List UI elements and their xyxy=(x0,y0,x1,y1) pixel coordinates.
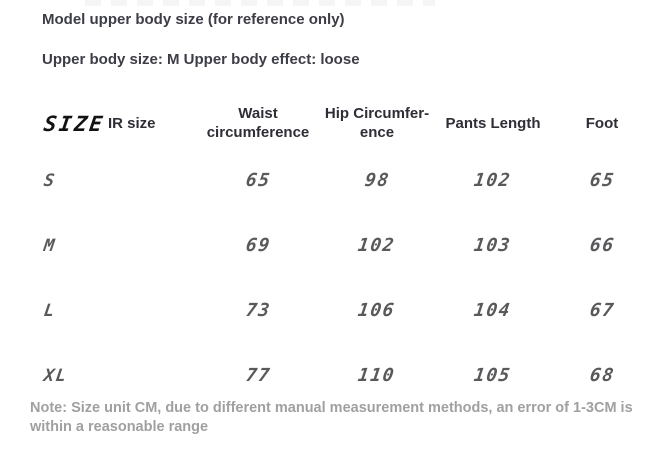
header-waist-circumference: Waist circumference xyxy=(206,105,310,141)
hip-cell: 106 xyxy=(357,300,397,321)
size-cell: M xyxy=(42,235,58,256)
page-subtitle: Upper body size: M Upper body effect: lo… xyxy=(42,51,360,68)
header-ir-size: IR size xyxy=(108,114,156,132)
waist-cell: 69 xyxy=(244,235,272,256)
pants-length-cell: 102 xyxy=(473,170,513,191)
size-table-header-row: SIZE IR size Waist circumference Hip Cir… xyxy=(42,100,634,148)
size-table: SIZE IR size Waist circumference Hip Cir… xyxy=(42,100,634,408)
header-pants-length: Pants Length xyxy=(445,114,541,132)
header-foot: Foot xyxy=(585,114,619,132)
hip-cell: 102 xyxy=(357,235,397,256)
hip-cell: 98 xyxy=(363,170,391,191)
page-title: Model upper body size (for reference onl… xyxy=(42,11,345,28)
header-hip-circumference: Hip Circumfer- ence xyxy=(324,105,430,141)
pants-length-cell: 105 xyxy=(473,365,513,386)
table-row-m: M 69 102 103 66 xyxy=(42,213,634,278)
foot-cell: 67 xyxy=(588,300,616,321)
waist-cell: 73 xyxy=(244,300,272,321)
foot-cell: 66 xyxy=(588,235,616,256)
size-cell: XL xyxy=(42,365,69,386)
measurement-note: Note: Size unit CM, due to different man… xyxy=(30,400,633,435)
table-row-l: L 73 106 104 67 xyxy=(42,278,634,343)
table-row-s: S 65 98 102 65 xyxy=(42,148,634,213)
size-cell: S xyxy=(42,170,58,191)
pants-length-cell: 104 xyxy=(473,300,513,321)
size-cell: L xyxy=(42,300,58,321)
foot-cell: 65 xyxy=(588,170,616,191)
foot-cell: 68 xyxy=(588,365,616,386)
clipped-text-artifact xyxy=(85,0,435,6)
header-size: SIZE xyxy=(42,111,107,136)
hip-cell: 110 xyxy=(357,365,397,386)
waist-cell: 65 xyxy=(244,170,272,191)
pants-length-cell: 103 xyxy=(473,235,513,256)
waist-cell: 77 xyxy=(244,365,272,386)
